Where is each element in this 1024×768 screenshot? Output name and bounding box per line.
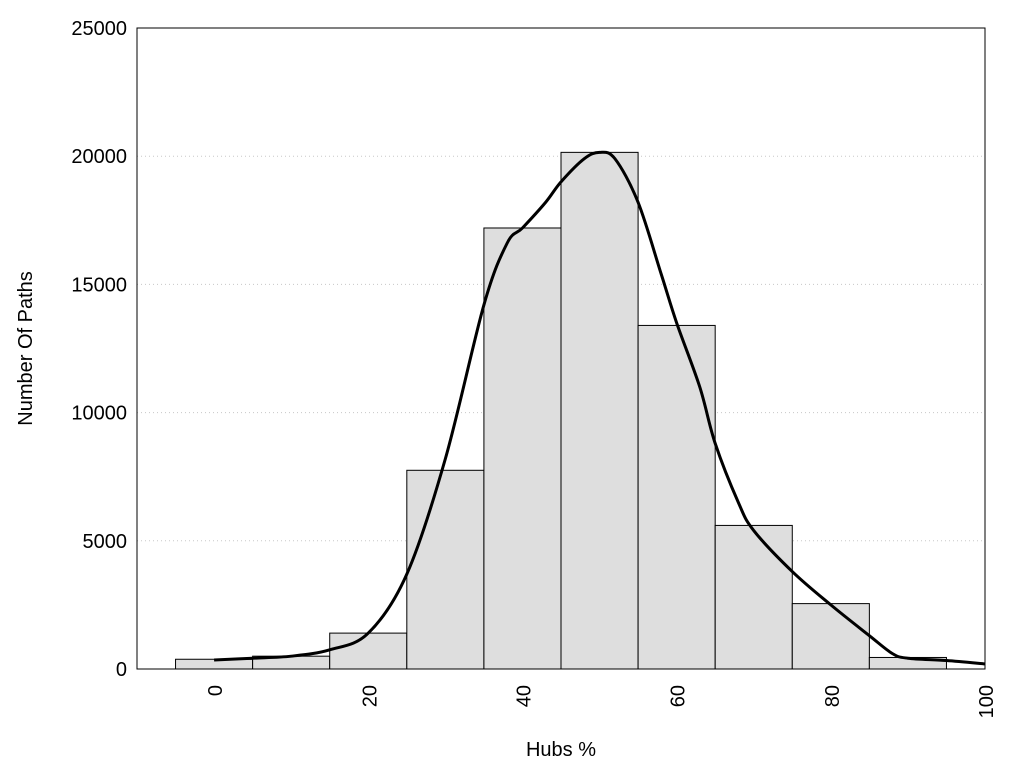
y-tick-label: 25000	[71, 18, 127, 40]
x-tick-label: 80	[822, 685, 844, 707]
histogram-bar	[714, 524, 793, 670]
histogram-bar	[175, 658, 254, 670]
x-axis-title: Hubs %	[526, 739, 596, 761]
y-tick-label: 0	[116, 659, 127, 681]
x-tick-label: 20	[359, 685, 381, 707]
histogram-bars	[175, 151, 947, 670]
x-tick-label: 40	[513, 685, 535, 707]
y-tick-label: 10000	[71, 403, 127, 425]
x-tick-label: 60	[668, 685, 690, 707]
histogram-bar	[483, 227, 562, 670]
density-curve	[214, 150, 986, 666]
histogram-bar	[329, 632, 408, 670]
histogram-bar	[637, 324, 716, 670]
axis-ticks: 0 5000 10000 15000 20000 25000 0 20 40 60 80 100	[71, 18, 998, 718]
y-tick-label: 5000	[83, 531, 128, 553]
y-axis-title: Number Of Paths	[15, 271, 37, 426]
histogram-bar	[791, 603, 870, 670]
x-tick-label: 100	[976, 685, 998, 718]
plot-frame	[136, 27, 986, 670]
histogram-bar	[406, 469, 485, 670]
x-tick-label: 0	[205, 685, 227, 696]
y-tick-label: 20000	[71, 146, 127, 168]
histogram-bar	[560, 151, 639, 670]
y-tick-label: 15000	[71, 274, 127, 296]
